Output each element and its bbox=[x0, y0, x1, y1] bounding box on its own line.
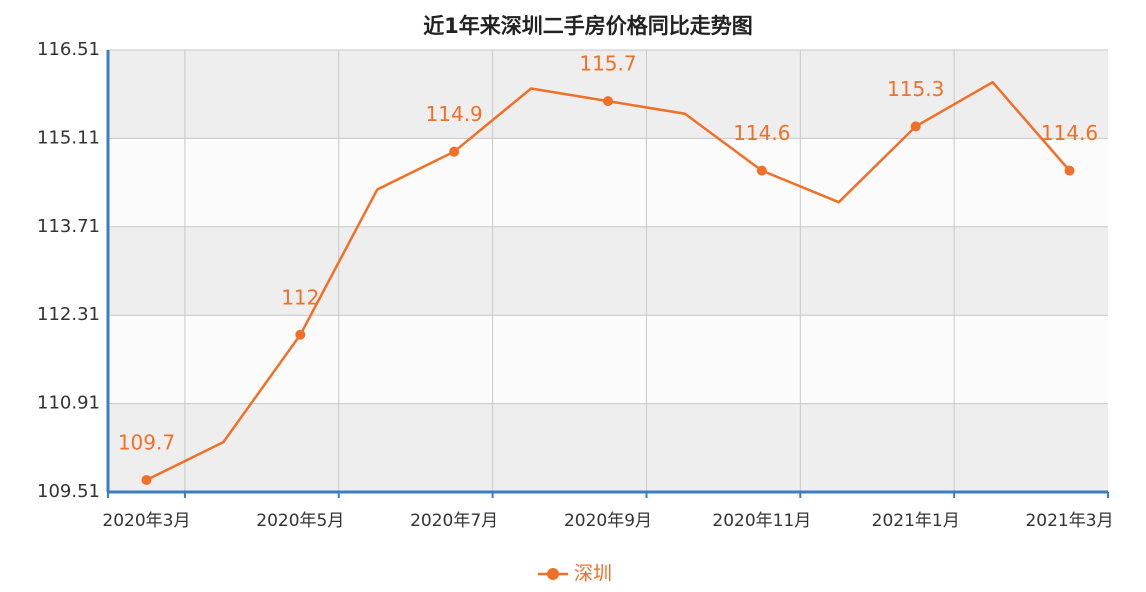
x-tick-label: 2021年1月 bbox=[872, 511, 960, 531]
data-point bbox=[141, 475, 152, 486]
chart-title: 近1年来深圳二手房价格同比走势图 bbox=[423, 14, 753, 38]
data-point bbox=[295, 329, 306, 340]
data-label: 112 bbox=[281, 285, 319, 309]
plot-band bbox=[108, 226, 1108, 316]
data-label: 114.6 bbox=[1041, 121, 1098, 145]
y-tick-label: 112.31 bbox=[37, 304, 100, 325]
y-tick-label: 109.51 bbox=[37, 481, 100, 502]
plot-band bbox=[108, 50, 1108, 139]
x-tick-label: 2020年7月 bbox=[410, 511, 498, 531]
data-point bbox=[449, 146, 460, 157]
y-tick-label: 116.51 bbox=[37, 39, 100, 60]
x-tick-label: 2020年11月 bbox=[712, 511, 811, 531]
data-label: 115.7 bbox=[579, 52, 636, 76]
plot-band bbox=[108, 138, 1108, 227]
data-label: 114.9 bbox=[426, 102, 483, 126]
data-point bbox=[603, 96, 613, 107]
data-label: 114.6 bbox=[733, 121, 790, 145]
data-point bbox=[910, 121, 921, 132]
plot-band bbox=[108, 403, 1108, 492]
y-tick-label: 113.71 bbox=[37, 216, 100, 237]
x-tick-label: 2020年5月 bbox=[256, 511, 344, 531]
x-tick-label: 2020年3月 bbox=[102, 511, 190, 531]
plot-band bbox=[108, 315, 1108, 404]
legend-symbol-dot bbox=[547, 568, 559, 580]
x-tick-label: 2020年9月 bbox=[564, 511, 652, 531]
x-tick-label: 2021年3月 bbox=[1025, 511, 1113, 531]
data-label: 109.7 bbox=[118, 431, 175, 455]
y-tick-label: 115.11 bbox=[37, 127, 100, 148]
y-tick-label: 110.91 bbox=[37, 393, 100, 414]
data-label: 115.3 bbox=[887, 77, 944, 101]
data-point bbox=[1064, 165, 1075, 176]
legend-label: 深圳 bbox=[574, 563, 612, 585]
data-point bbox=[756, 165, 767, 176]
